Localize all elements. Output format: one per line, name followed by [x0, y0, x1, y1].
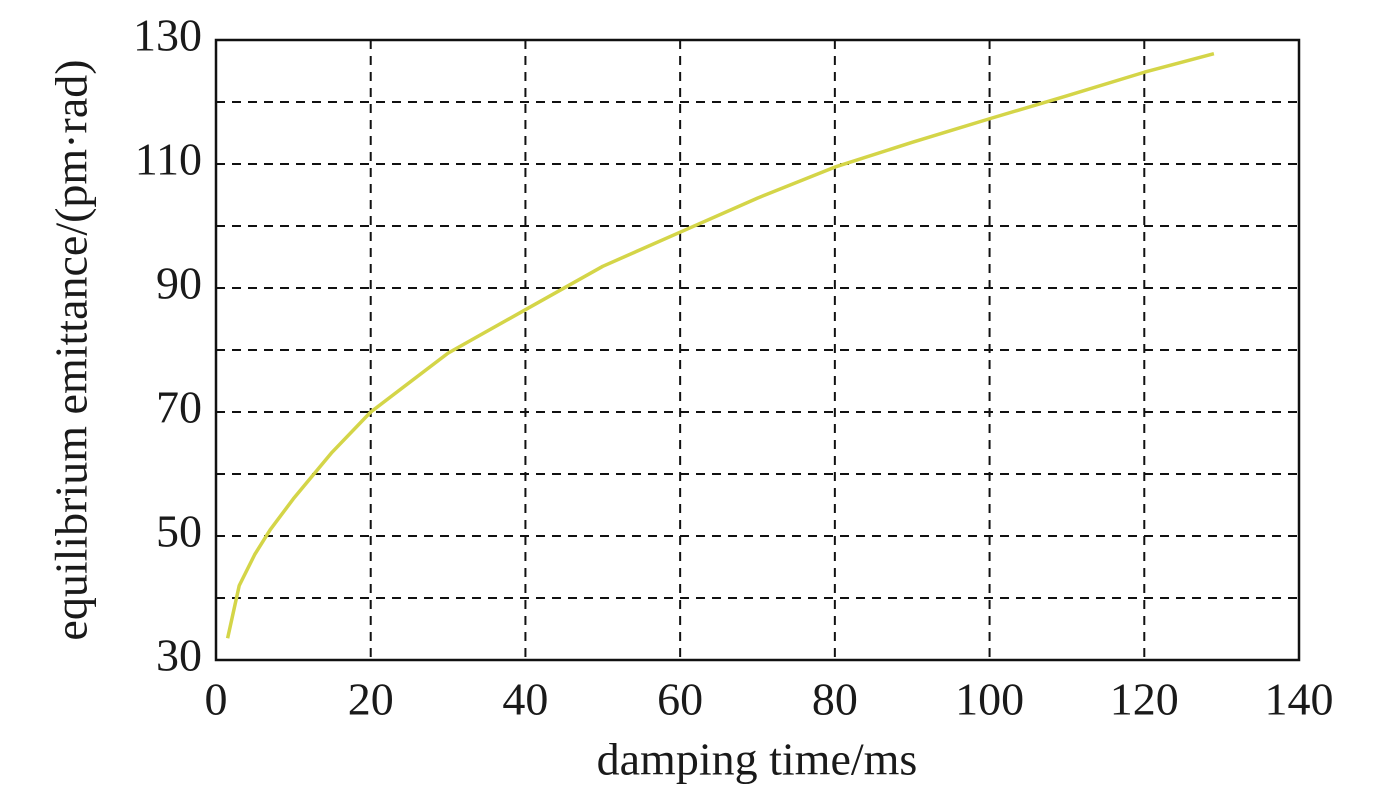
- y-tick-label: 110: [135, 134, 202, 185]
- y-tick-label: 90: [156, 258, 202, 309]
- y-tick-label: 130: [133, 10, 202, 61]
- y-tick-label: 50: [156, 506, 202, 557]
- y-axis-label: equilibrium emittance/(pm·rad): [46, 59, 97, 640]
- x-tick-label: 120: [1110, 674, 1179, 725]
- x-tick-label: 0: [205, 674, 228, 725]
- x-tick-label: 100: [955, 674, 1024, 725]
- data-line: [225, 51, 1215, 639]
- x-tick-label: 40: [502, 674, 548, 725]
- x-tick-label: 20: [348, 674, 394, 725]
- x-tick-label: 80: [812, 674, 858, 725]
- x-axis-label: damping time/ms: [597, 734, 918, 785]
- x-tick-label: 140: [1265, 674, 1334, 725]
- y-tick-label: 30: [156, 630, 202, 681]
- x-tick-label: 60: [657, 674, 703, 725]
- y-tick-label: 70: [156, 382, 202, 433]
